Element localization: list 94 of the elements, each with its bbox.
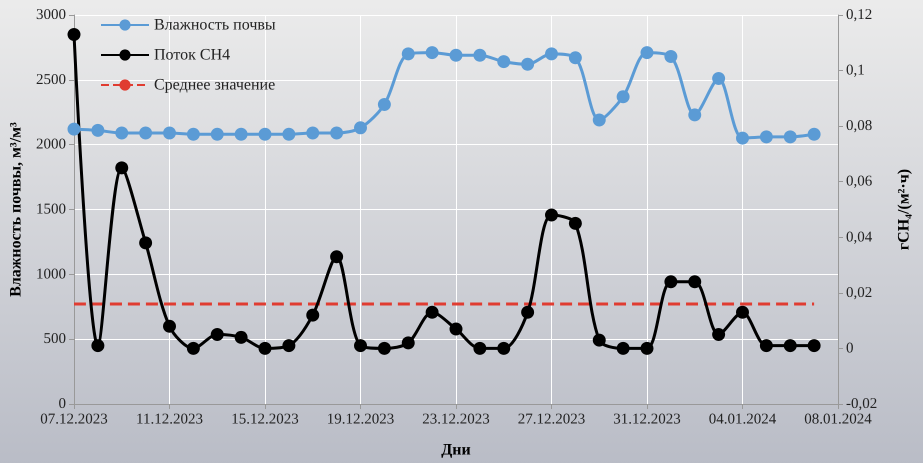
point xyxy=(592,334,606,347)
point xyxy=(616,342,630,355)
point xyxy=(664,275,678,288)
point xyxy=(592,114,606,127)
x-tick-label: 04.01.2024 xyxy=(708,412,777,428)
point xyxy=(234,128,248,141)
point xyxy=(115,126,128,140)
x-tick-label: 15.12.2023 xyxy=(231,412,299,428)
point xyxy=(760,130,773,144)
point xyxy=(378,98,391,111)
x-tick-label: 08.01.2024 xyxy=(804,412,872,428)
y2-tick-label: 0,04 xyxy=(846,229,873,246)
y2-axis-title: гCH₄/(м²·ч) xyxy=(896,168,912,250)
point xyxy=(450,322,462,336)
point xyxy=(282,339,296,352)
point xyxy=(234,330,248,344)
point xyxy=(306,308,320,322)
point xyxy=(545,208,558,222)
point xyxy=(521,306,534,319)
point xyxy=(163,320,176,333)
point xyxy=(688,275,702,288)
point xyxy=(688,108,702,122)
point xyxy=(402,47,415,60)
point xyxy=(139,126,152,140)
point xyxy=(258,342,272,355)
y2-tick-label: 0,06 xyxy=(846,174,873,190)
point xyxy=(736,132,749,145)
x-tick-label: 27.12.2023 xyxy=(518,412,586,428)
y-tick-label: 1000 xyxy=(36,266,66,282)
point xyxy=(568,51,582,64)
point xyxy=(568,216,582,230)
x-tick-label: 31.12.2023 xyxy=(613,412,681,428)
point xyxy=(91,339,104,352)
point xyxy=(784,339,797,352)
legend-label: Поток CH4 xyxy=(154,46,230,64)
point xyxy=(402,336,415,350)
point xyxy=(210,128,224,141)
y2-tick-label: 0,08 xyxy=(846,118,872,134)
point xyxy=(186,342,200,355)
point xyxy=(784,130,797,144)
point xyxy=(163,126,176,140)
point xyxy=(712,328,726,342)
y2-tick-label: 0 xyxy=(846,340,854,356)
point xyxy=(91,124,104,137)
point xyxy=(760,339,773,352)
point xyxy=(640,46,654,60)
point xyxy=(186,128,200,141)
x-axis-title: Дни xyxy=(441,442,471,458)
point xyxy=(354,121,367,134)
y-axis-title: Влажность почвы, м³/м³ xyxy=(8,122,24,297)
point xyxy=(450,48,462,62)
point xyxy=(497,55,510,68)
x-tick-label: 19.12.2023 xyxy=(326,412,394,428)
point xyxy=(330,250,344,264)
point xyxy=(808,128,821,141)
point xyxy=(378,342,391,355)
y2-tick-label: 0,1 xyxy=(846,62,865,79)
point xyxy=(736,306,749,319)
point xyxy=(473,48,486,62)
point xyxy=(545,47,558,60)
y-tick-label: 500 xyxy=(44,331,66,348)
y-tick-label: 2000 xyxy=(36,136,66,153)
point xyxy=(139,236,152,250)
point xyxy=(68,28,80,41)
point xyxy=(354,339,367,352)
point xyxy=(330,126,344,140)
y-tick-label: 3000 xyxy=(36,7,66,23)
y-tick-label: 2500 xyxy=(36,72,66,88)
x-tick-label: 07.12.2023 xyxy=(40,412,108,428)
point xyxy=(473,342,486,355)
point xyxy=(282,128,296,141)
point xyxy=(497,342,510,355)
point xyxy=(712,72,726,86)
point xyxy=(664,50,678,63)
y2-tick-label: 0,12 xyxy=(846,7,872,23)
point xyxy=(210,328,224,342)
x-tick-label: 11.12.2023 xyxy=(136,412,203,428)
point xyxy=(808,339,821,352)
point xyxy=(68,122,80,136)
legend-label: Влажность почвы xyxy=(154,16,276,34)
point xyxy=(426,46,439,60)
y2-tick-label: 0,02 xyxy=(846,284,872,301)
y2-tick-label: -0,02 xyxy=(846,396,878,412)
point xyxy=(426,306,439,319)
point xyxy=(115,161,128,174)
point xyxy=(640,342,654,355)
x-tick-label: 23.12.2023 xyxy=(422,412,490,428)
y-tick-label: 1500 xyxy=(36,202,66,218)
y-tick-label: 0 xyxy=(58,396,66,412)
point xyxy=(258,128,272,141)
point xyxy=(306,126,320,140)
legend-label: Среднее значение xyxy=(154,76,276,94)
point xyxy=(616,90,630,104)
point xyxy=(521,58,534,71)
